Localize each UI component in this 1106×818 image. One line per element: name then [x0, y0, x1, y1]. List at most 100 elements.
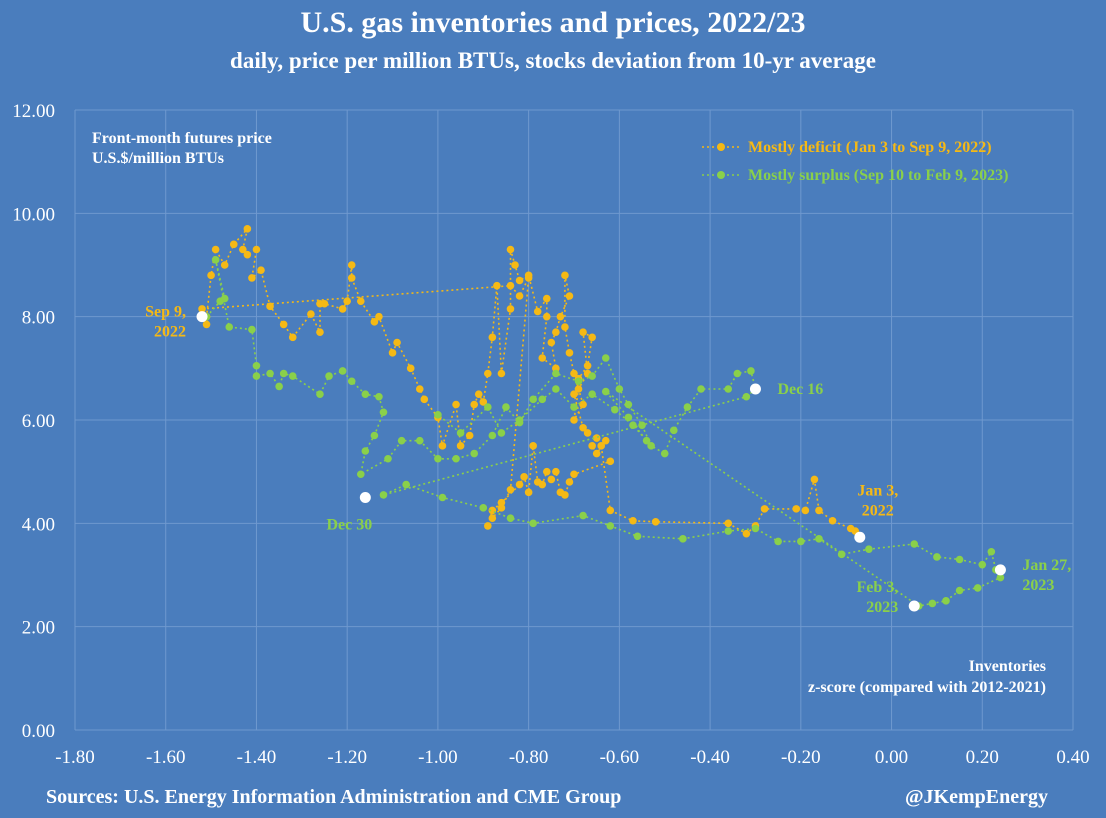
series-1-point — [415, 385, 424, 393]
highlight-point — [749, 383, 761, 395]
x-tick-label: 0.40 — [1056, 747, 1089, 768]
series-1-point — [465, 431, 474, 440]
series-2-point — [356, 470, 365, 479]
series-2-point — [402, 480, 410, 489]
series-1-point — [629, 516, 637, 525]
series-2-point — [361, 390, 370, 398]
series-1-point — [515, 292, 524, 300]
y-tick-label: 2.00 — [22, 618, 55, 639]
series-2-point — [479, 504, 488, 512]
series-1-point — [583, 429, 592, 437]
series-2-point — [633, 532, 642, 541]
series-1-point — [497, 369, 506, 378]
series-1-point — [579, 328, 587, 336]
series-1-point — [570, 390, 578, 398]
series-2-point — [996, 573, 1005, 582]
x-tick-label: -1.40 — [237, 747, 277, 768]
series-1-point — [347, 274, 356, 282]
series-1-point — [452, 400, 460, 409]
series-2-point — [211, 256, 220, 264]
series-1-point — [724, 519, 733, 528]
series-line-2 — [205, 259, 1002, 607]
series-2-point — [955, 555, 964, 564]
series-2-point — [252, 372, 261, 380]
series-2-point — [611, 405, 619, 414]
y-axis-label: Front-month futures price — [92, 130, 272, 147]
series-2-point — [615, 385, 624, 393]
series-line-1 — [200, 228, 861, 539]
highlight-point — [359, 492, 371, 503]
series-1-point — [583, 361, 592, 370]
y-axis-label: U.S.$/million BTUs — [92, 150, 224, 167]
series-2-point — [506, 514, 515, 522]
series-1-point — [810, 475, 819, 484]
series-1-point — [257, 266, 265, 274]
series-2-point — [987, 547, 996, 556]
chart-title: U.S. gas inventories and prices, 2022/23 — [300, 6, 806, 39]
legend-label: Mostly deficit (Jan 3 to Sep 9, 2022) — [748, 139, 992, 156]
x-tick-label: 0.20 — [966, 747, 999, 768]
series-1-point — [760, 505, 769, 513]
series-2-point — [397, 436, 406, 445]
series-2-point — [415, 436, 424, 445]
legend-marker — [717, 171, 725, 179]
series-2-point — [933, 553, 941, 561]
series-1-point — [506, 485, 515, 494]
series-2-point — [670, 426, 678, 435]
series-1-point — [792, 505, 801, 513]
series-1-point — [343, 297, 351, 305]
series-2-point — [747, 367, 755, 375]
series-1-point — [511, 261, 519, 269]
series-2-point — [574, 377, 583, 386]
point-annotation: 2022 — [862, 502, 894, 519]
point-annotation: Dec 30 — [326, 517, 372, 534]
series-1-point — [479, 398, 488, 406]
series-1-point — [456, 442, 465, 450]
series-1-point — [592, 449, 601, 458]
series-1-point — [579, 400, 587, 409]
series-2-point — [470, 449, 479, 458]
series-2-point — [434, 411, 442, 419]
series-1-point — [565, 292, 574, 300]
series-2-point — [552, 385, 560, 393]
series-2-point — [647, 442, 655, 450]
series-1-point — [279, 320, 288, 329]
series-1-point — [316, 299, 324, 308]
series-2-point — [638, 421, 646, 429]
series-1-point — [375, 312, 383, 321]
series-2-point — [248, 325, 256, 334]
series-1-point — [248, 274, 256, 282]
y-tick-label: 8.00 — [22, 308, 55, 329]
series-2-point — [973, 584, 982, 592]
series-1-point — [542, 312, 551, 321]
legend-marker — [717, 143, 725, 151]
series-2-point — [797, 537, 805, 546]
series-2-point — [910, 540, 919, 548]
series-2-point — [370, 431, 379, 440]
series-2-point — [361, 447, 370, 455]
series-2-point — [438, 493, 447, 502]
x-tick-label: -1.80 — [55, 747, 95, 768]
series-1-point — [220, 261, 229, 269]
series-1-point — [506, 305, 515, 313]
series-2-point — [338, 367, 347, 375]
series-1-point — [570, 470, 578, 479]
series-1-point — [651, 517, 660, 526]
series-2-point — [942, 597, 950, 605]
series-1-point — [828, 516, 837, 525]
series-1-point — [229, 240, 238, 249]
series-1-point — [801, 506, 810, 515]
series-2-point — [624, 413, 633, 422]
series-1-point — [846, 524, 855, 533]
series-2-point — [452, 454, 460, 463]
highlight-point — [994, 564, 1006, 576]
series-2-point — [456, 429, 465, 437]
series-1-point — [524, 274, 533, 282]
series-1-point — [565, 349, 574, 357]
series-1-point — [529, 442, 537, 450]
series-1-point — [488, 514, 497, 522]
series-1-point — [570, 416, 578, 424]
series-1-point — [542, 467, 551, 476]
series-2-point — [660, 449, 669, 458]
